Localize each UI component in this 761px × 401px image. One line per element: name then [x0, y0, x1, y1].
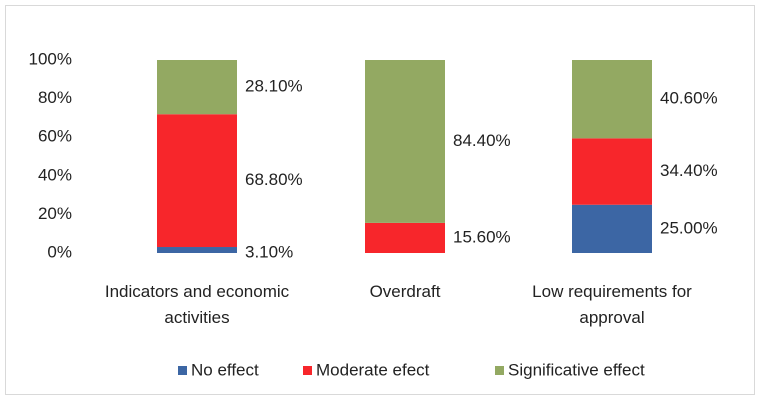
bar-segment [572, 138, 652, 205]
bar-segment [365, 60, 445, 223]
bar-segment [365, 222, 445, 253]
data-label: 3.10% [245, 242, 293, 261]
data-label: 84.40% [453, 131, 511, 150]
data-label: 34.40% [660, 161, 718, 180]
x-tick-label: Low requirements for approval [532, 282, 692, 327]
data-label: 15.60% [453, 227, 511, 246]
y-tick-label: 40% [38, 165, 72, 184]
data-label: 25.00% [660, 218, 718, 237]
x-tick-label: Overdraft [369, 282, 441, 301]
legend-label: Significative effect [508, 360, 645, 379]
y-tick-label: 60% [38, 127, 72, 146]
bar-segment [157, 247, 237, 253]
bar-segment [157, 60, 237, 115]
y-tick-label: 80% [38, 88, 72, 107]
bar-segment [572, 60, 652, 139]
legend-marker [495, 366, 504, 375]
bar-segment [572, 204, 652, 253]
chart-frame [5, 5, 755, 395]
data-label: 28.10% [245, 77, 303, 96]
y-tick-label: 20% [38, 204, 72, 223]
legend-label: Moderate efect [316, 360, 430, 379]
x-tick-label: Indicators and economic activities [104, 282, 290, 327]
y-tick-label: 100% [29, 49, 72, 68]
y-tick-label: 0% [47, 242, 72, 261]
legend-marker [303, 366, 312, 375]
legend-marker [178, 366, 187, 375]
data-label: 40.60% [660, 89, 718, 108]
bar-segment [157, 114, 237, 248]
data-label: 68.80% [245, 170, 303, 189]
legend-label: No effect [191, 360, 259, 379]
